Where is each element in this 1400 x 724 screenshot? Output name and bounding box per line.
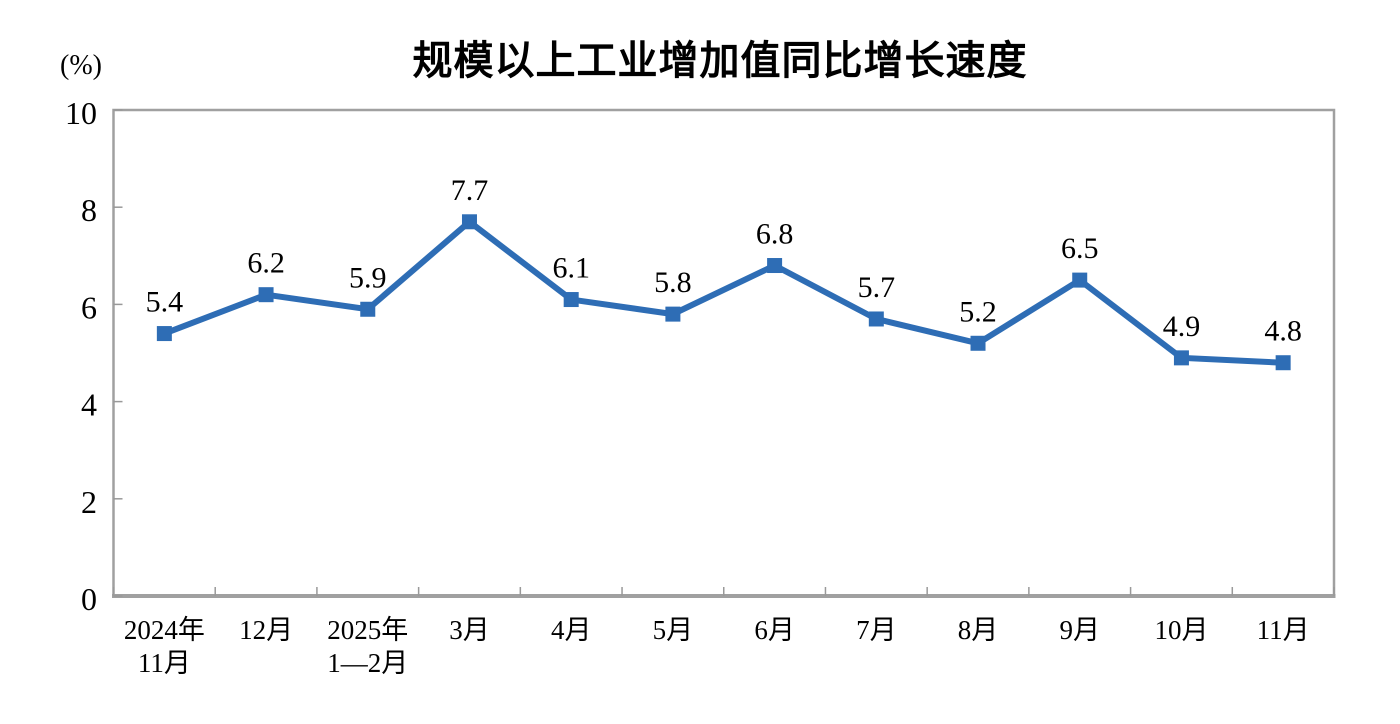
data-point-label: 4.8 bbox=[1264, 315, 1302, 348]
data-point-marker bbox=[258, 287, 274, 303]
data-point-label: 6.2 bbox=[247, 247, 285, 280]
y-axis-tick-label: 10 bbox=[65, 95, 97, 131]
data-point-marker bbox=[1072, 272, 1088, 288]
x-axis-category-label: 10月 bbox=[1154, 615, 1208, 645]
data-point-label: 5.2 bbox=[959, 295, 997, 328]
data-point-marker bbox=[1275, 355, 1291, 371]
x-axis-category-label: 12月 bbox=[239, 615, 293, 645]
y-axis-unit-label: (%) bbox=[60, 50, 102, 81]
x-axis-category-label: 2025年 1—2月 bbox=[327, 615, 408, 678]
chart-title: 规模以上工业增加值同比增长速度 bbox=[412, 39, 1028, 83]
data-series-line bbox=[163, 217, 1284, 366]
data-point-marker bbox=[1173, 350, 1189, 366]
data-point-marker bbox=[767, 258, 783, 274]
data-point-label: 6.8 bbox=[756, 218, 794, 251]
y-axis-tick-label: 4 bbox=[81, 387, 97, 423]
data-point-label: 7.7 bbox=[451, 174, 489, 207]
x-axis-category-label: 6月 bbox=[754, 615, 795, 645]
x-axis-category-label: 3月 bbox=[449, 615, 490, 645]
data-point-marker bbox=[563, 292, 579, 308]
data-point-marker bbox=[461, 214, 477, 230]
data-point-marker bbox=[970, 335, 986, 351]
data-point-label: 5.9 bbox=[349, 261, 387, 294]
x-axis-category-label: 5月 bbox=[653, 615, 694, 645]
x-axis-category-label: 9月 bbox=[1059, 615, 1100, 645]
y-axis-tick-label: 2 bbox=[81, 484, 97, 520]
x-axis-category-label: 8月 bbox=[958, 615, 999, 645]
plot-border bbox=[112, 108, 1336, 598]
y-axis-tick-label: 0 bbox=[81, 581, 97, 617]
y-axis-tick-label: 8 bbox=[81, 192, 97, 228]
data-point-label: 6.1 bbox=[552, 252, 590, 285]
data-point-label: 5.8 bbox=[654, 266, 692, 299]
y-axis-tick-label: 6 bbox=[81, 289, 97, 325]
data-point-marker bbox=[360, 301, 376, 317]
data-point-label: 5.4 bbox=[146, 286, 184, 319]
data-point-marker bbox=[156, 326, 172, 342]
data-point-marker bbox=[665, 306, 681, 322]
x-axis-category-label: 11月 bbox=[1257, 615, 1310, 645]
data-point-label: 5.7 bbox=[858, 271, 896, 304]
data-point-marker bbox=[868, 311, 884, 327]
x-axis-category-label: 7月 bbox=[856, 615, 897, 645]
data-point-label: 6.5 bbox=[1061, 232, 1099, 265]
x-axis-category-label: 4月 bbox=[551, 615, 592, 645]
x-axis-category-label: 2024年 11月 bbox=[124, 615, 205, 678]
data-point-label: 4.9 bbox=[1163, 310, 1201, 343]
